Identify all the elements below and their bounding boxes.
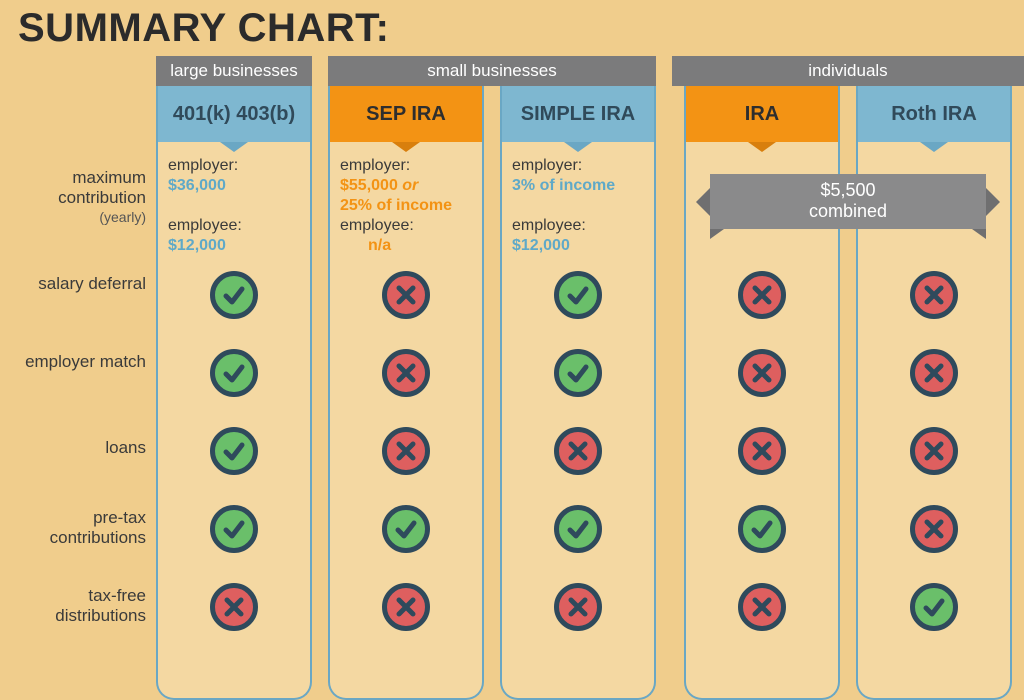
row-label-employer-match: employer match bbox=[6, 352, 146, 372]
check-icon bbox=[554, 505, 602, 553]
check-icon bbox=[210, 505, 258, 553]
feature-cell-sep-taxfree bbox=[328, 572, 484, 642]
plan-header-simple: SIMPLE IRA bbox=[502, 86, 654, 142]
x-icon bbox=[910, 271, 958, 319]
x-icon bbox=[382, 349, 430, 397]
row-label-max-contribution: maximum contribution (yearly) bbox=[6, 168, 146, 227]
plan-header-sep: SEP IRA bbox=[330, 86, 482, 142]
x-icon bbox=[910, 349, 958, 397]
x-icon bbox=[210, 583, 258, 631]
row-label-salary-deferral: salary deferral bbox=[6, 274, 146, 294]
check-icon bbox=[210, 427, 258, 475]
x-icon bbox=[910, 505, 958, 553]
feature-cell-roth-taxfree bbox=[856, 572, 1012, 642]
employer-value-or: or bbox=[402, 177, 418, 194]
row-label-pretax: pre-tax contributions bbox=[6, 508, 146, 547]
row-label-text: maximum contribution bbox=[58, 168, 146, 207]
plan-header-text: 401(k) 403(b) bbox=[173, 104, 295, 125]
feature-cell-ira-loans bbox=[684, 416, 840, 486]
feature-cell-roth-salary_deferral bbox=[856, 260, 1012, 330]
employee-value: $12,000 bbox=[512, 237, 570, 254]
category-individuals: individuals bbox=[672, 56, 1024, 86]
employer-label: employer: bbox=[512, 156, 644, 176]
x-icon bbox=[910, 427, 958, 475]
x-icon bbox=[738, 349, 786, 397]
plan-header-text: SIMPLE IRA bbox=[521, 104, 635, 125]
feature-cell-simple-salary_deferral bbox=[500, 260, 656, 330]
x-icon bbox=[554, 427, 602, 475]
employer-value-line2: 25% of income bbox=[340, 197, 452, 214]
check-icon bbox=[554, 271, 602, 319]
ribbon-tail-right bbox=[972, 229, 986, 239]
check-icon bbox=[554, 349, 602, 397]
plan-header-ira: IRA bbox=[686, 86, 838, 142]
check-icon bbox=[910, 583, 958, 631]
x-icon bbox=[554, 583, 602, 631]
feature-cell-sep-pretax bbox=[328, 494, 484, 564]
employee-label: employee: bbox=[168, 216, 300, 236]
x-icon bbox=[738, 271, 786, 319]
employer-value: $36,000 bbox=[168, 177, 226, 194]
combined-ribbon: $5,500 combined bbox=[710, 174, 986, 229]
feature-cell-simple-employer_match bbox=[500, 338, 656, 408]
feature-cell-sep-salary_deferral bbox=[328, 260, 484, 330]
contribution-sep: employer: $55,000 or 25% of income emplo… bbox=[330, 142, 482, 266]
check-icon bbox=[210, 271, 258, 319]
check-icon bbox=[210, 349, 258, 397]
employee-value: $12,000 bbox=[168, 237, 226, 254]
ribbon-combined: combined bbox=[809, 201, 887, 221]
row-label-sub: (yearly) bbox=[99, 209, 146, 225]
employer-label: employer: bbox=[168, 156, 300, 176]
feature-cell-sep-loans bbox=[328, 416, 484, 486]
employer-label: employer: bbox=[340, 156, 472, 176]
ribbon-amount: $5,500 bbox=[820, 180, 875, 200]
feature-cell-401k-pretax bbox=[156, 494, 312, 564]
feature-cell-roth-employer_match bbox=[856, 338, 1012, 408]
feature-cell-simple-pretax bbox=[500, 494, 656, 564]
feature-cell-401k-employer_match bbox=[156, 338, 312, 408]
feature-cell-ira-salary_deferral bbox=[684, 260, 840, 330]
plan-header-text: SEP IRA bbox=[366, 104, 446, 125]
feature-cell-roth-loans bbox=[856, 416, 1012, 486]
employer-value: 3% of income bbox=[512, 177, 615, 194]
feature-cell-401k-loans bbox=[156, 416, 312, 486]
x-icon bbox=[738, 427, 786, 475]
feature-cell-roth-pretax bbox=[856, 494, 1012, 564]
feature-cell-401k-taxfree bbox=[156, 572, 312, 642]
feature-cell-401k-salary_deferral bbox=[156, 260, 312, 330]
category-large-businesses: large businesses bbox=[156, 56, 312, 86]
check-icon bbox=[382, 505, 430, 553]
contribution-simple: employer: 3% of income employee: $12,000 bbox=[502, 142, 654, 266]
feature-cell-sep-employer_match bbox=[328, 338, 484, 408]
employer-value-main: $55,000 bbox=[340, 177, 402, 194]
plan-header-text: IRA bbox=[745, 104, 779, 125]
employee-value: n/a bbox=[340, 237, 391, 254]
page-title: SUMMARY CHART: bbox=[18, 6, 389, 51]
x-icon bbox=[738, 583, 786, 631]
plan-header-401k: 401(k) 403(b) bbox=[158, 86, 310, 142]
feature-cell-ira-taxfree bbox=[684, 572, 840, 642]
employee-label: employee: bbox=[512, 216, 644, 236]
row-label-loans: loans bbox=[6, 438, 146, 458]
category-small-businesses: small businesses bbox=[328, 56, 656, 86]
employee-label: employee: bbox=[340, 216, 472, 236]
x-icon bbox=[382, 427, 430, 475]
plan-header-text: Roth IRA bbox=[891, 104, 977, 125]
x-icon bbox=[382, 583, 430, 631]
feature-cell-simple-taxfree bbox=[500, 572, 656, 642]
employer-value: $55,000 or 25% of income bbox=[340, 177, 452, 214]
feature-cell-ira-pretax bbox=[684, 494, 840, 564]
ribbon-tail-left bbox=[710, 229, 724, 239]
plan-header-roth: Roth IRA bbox=[858, 86, 1010, 142]
x-icon bbox=[382, 271, 430, 319]
feature-cell-simple-loans bbox=[500, 416, 656, 486]
contribution-401k: employer: $36,000 employee: $12,000 bbox=[158, 142, 310, 266]
check-icon bbox=[738, 505, 786, 553]
feature-cell-ira-employer_match bbox=[684, 338, 840, 408]
row-label-taxfree: tax-free distributions bbox=[6, 586, 146, 625]
